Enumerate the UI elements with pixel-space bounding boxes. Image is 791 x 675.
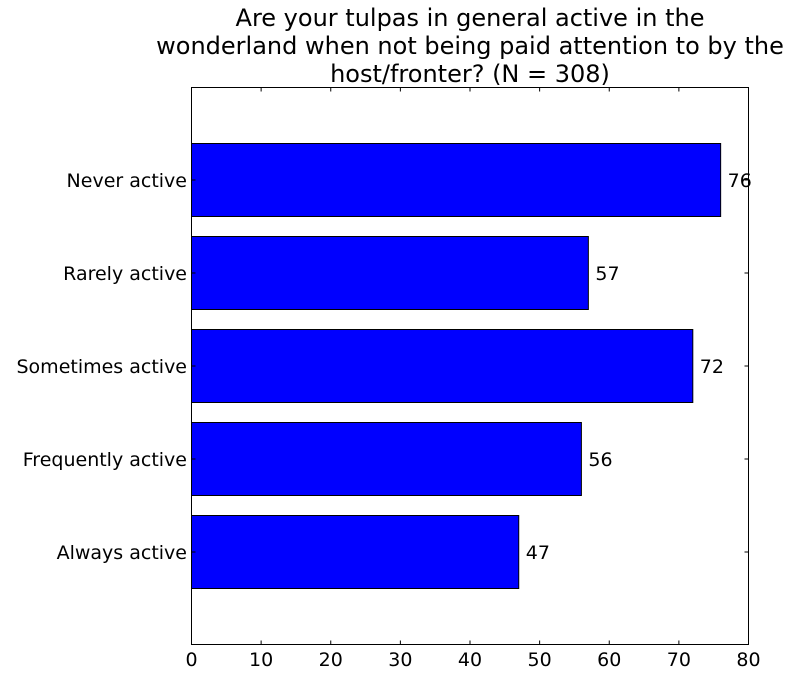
value-label-1: 57 (595, 263, 619, 285)
value-label-3: 56 (588, 449, 612, 471)
value-label-4: 47 (526, 542, 550, 564)
plot-frame (191, 87, 749, 645)
chart-title: Are your tulpas in general active in the… (156, 4, 784, 88)
category-label-1: Rarely active (63, 263, 187, 285)
x-tick-label-5: 50 (528, 649, 552, 671)
x-tick-label-1: 10 (249, 649, 273, 671)
bar-4 (191, 515, 520, 589)
value-label-0: 76 (728, 170, 752, 192)
category-label-0: Never active (67, 170, 187, 192)
bars-group (191, 143, 722, 589)
ticks-group (191, 87, 749, 645)
chart-title-line-1: Are your tulpas in general active in the (236, 4, 705, 32)
chart-title-line-3: host/fronter? (N = 308) (330, 60, 610, 88)
x-tick-label-0: 0 (185, 649, 197, 671)
category-labels-group: Never active Rarely active Sometimes activ… (17, 170, 188, 564)
bar-2 (191, 329, 694, 403)
value-labels-group: 76 57 72 56 47 (526, 170, 752, 564)
bar-1 (191, 236, 589, 310)
x-tick-label-7: 70 (667, 649, 691, 671)
x-tick-label-8: 80 (736, 649, 760, 671)
bar-3 (191, 422, 582, 496)
chart-title-line-2: wonderland when not being paid attention… (156, 32, 784, 60)
category-label-4: Always active (57, 542, 187, 564)
value-label-2: 72 (700, 356, 724, 378)
category-label-2: Sometimes active (17, 356, 188, 378)
x-tick-labels-group: 0 10 20 30 40 50 60 70 80 (185, 649, 760, 671)
x-tick-label-2: 20 (319, 649, 343, 671)
x-tick-label-3: 30 (388, 649, 412, 671)
x-tick-label-4: 40 (458, 649, 482, 671)
bar-0 (191, 143, 722, 217)
category-label-3: Frequently active (23, 449, 187, 471)
x-tick-label-6: 60 (597, 649, 621, 671)
